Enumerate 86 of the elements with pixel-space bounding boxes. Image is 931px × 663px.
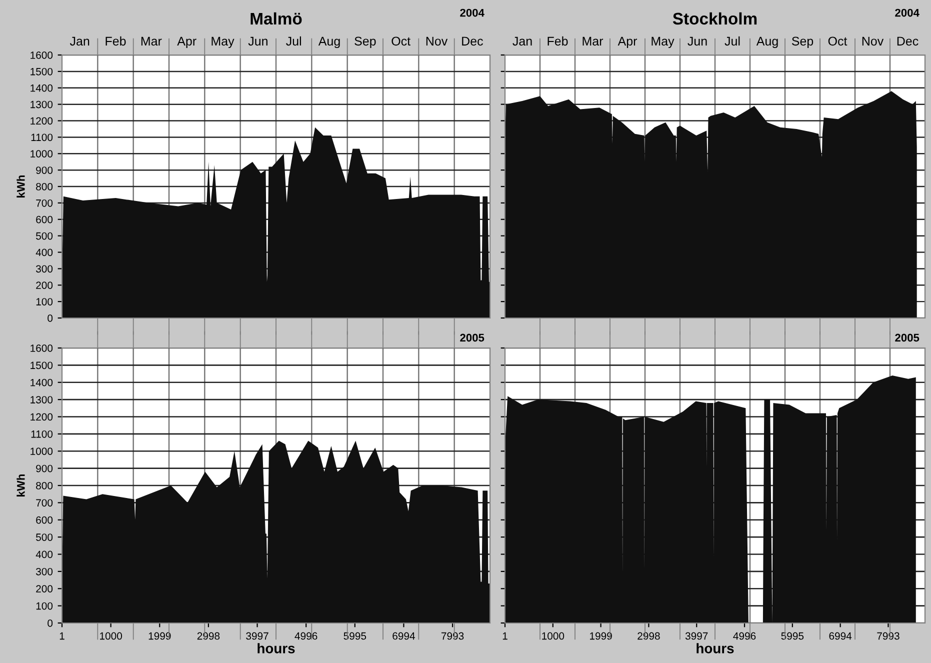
y-tick-label: 500 bbox=[36, 232, 53, 240]
chart-title: Malmö bbox=[250, 12, 302, 25]
x-tick-label: 5995 bbox=[781, 632, 804, 640]
chart-subtitle: 2005 bbox=[460, 334, 484, 342]
x-tick-label: 4996 bbox=[733, 632, 756, 640]
x-tick-label: 1999 bbox=[590, 632, 612, 640]
y-tick-label: 600 bbox=[36, 516, 53, 524]
y-tick-label: 200 bbox=[36, 282, 53, 289]
y-tick-label: 0 bbox=[48, 314, 53, 322]
chart-subtitle: 2005 bbox=[895, 334, 920, 342]
x-tick-label: 4996 bbox=[294, 632, 318, 640]
x-tick-label: 1 bbox=[502, 632, 508, 640]
text: Feb bbox=[106, 36, 126, 46]
text: Feb bbox=[548, 36, 568, 46]
y-tick-label: 1600 bbox=[30, 52, 53, 59]
text: Aug bbox=[318, 36, 340, 48]
y-tick-label: 200 bbox=[36, 585, 53, 592]
y-tick-label: 1400 bbox=[30, 84, 53, 92]
text: Jun bbox=[248, 36, 268, 46]
y-tick-label: 1300 bbox=[30, 396, 53, 404]
y-tick-label: 300 bbox=[36, 568, 53, 576]
y-tick-label: 1600 bbox=[30, 344, 53, 352]
y-tick-label: 1100 bbox=[31, 430, 53, 438]
y-tick-label: 800 bbox=[36, 183, 53, 190]
x-tick-label: 1000 bbox=[542, 632, 564, 640]
y-tick-label: 900 bbox=[36, 166, 53, 174]
text: Oct bbox=[392, 36, 410, 46]
y-tick-label: 700 bbox=[36, 499, 53, 507]
y-tick-label: 100 bbox=[36, 602, 53, 610]
y-tick-label: 1500 bbox=[30, 68, 53, 76]
y-tick-label: 600 bbox=[36, 216, 53, 224]
chart-subtitle: 2004 bbox=[895, 8, 920, 17]
text: Dec bbox=[462, 36, 483, 46]
text: Mar bbox=[582, 36, 604, 46]
y-tick-label: 1400 bbox=[30, 378, 53, 386]
text: Jul bbox=[724, 36, 740, 46]
text: Sep bbox=[354, 36, 376, 48]
text: Jul bbox=[286, 36, 301, 46]
x-tick-label: 3997 bbox=[685, 632, 708, 640]
chart-title: Stockholm bbox=[672, 12, 757, 25]
y-tick-label: 500 bbox=[36, 534, 53, 541]
x-axis-title: hours bbox=[696, 643, 734, 654]
x-tick-label: 1 bbox=[60, 632, 64, 640]
y-tick-label: 1500 bbox=[30, 362, 53, 370]
y-tick-label: 1100 bbox=[31, 134, 53, 142]
text: Aug bbox=[756, 36, 778, 48]
x-tick-label: 3997 bbox=[246, 632, 268, 640]
y-axis-title: kWh bbox=[16, 474, 25, 496]
text: Jan bbox=[70, 36, 90, 46]
x-tick-label: 7993 bbox=[441, 632, 464, 640]
x-tick-label: 1000 bbox=[100, 632, 122, 640]
text: May bbox=[652, 36, 674, 48]
x-tick-label: 2998 bbox=[638, 632, 660, 640]
x-tick-label: 7993 bbox=[877, 632, 900, 640]
chart-subtitle: 2004 bbox=[460, 8, 484, 17]
y-tick-label: 1300 bbox=[30, 100, 53, 108]
text: Nov bbox=[426, 36, 448, 46]
y-tick-label: 400 bbox=[36, 550, 53, 558]
x-tick-label: 5995 bbox=[344, 632, 366, 640]
text: Mar bbox=[141, 36, 162, 46]
y-tick-label: 0 bbox=[48, 620, 53, 627]
y-tick-label: 400 bbox=[36, 248, 53, 256]
text: Nov bbox=[862, 36, 884, 46]
text: Jun bbox=[688, 36, 707, 46]
text: Dec bbox=[897, 36, 918, 46]
text: Oct bbox=[828, 36, 848, 46]
y-tick-label: 300 bbox=[36, 265, 53, 273]
text: May bbox=[212, 36, 234, 48]
x-axis-title: hours bbox=[258, 643, 295, 654]
x-tick-label: 6994 bbox=[392, 632, 415, 640]
y-tick-label: 1200 bbox=[30, 413, 53, 421]
y-axis-title: kWh bbox=[16, 175, 25, 198]
y-tick-label: 1000 bbox=[30, 448, 53, 455]
x-tick-label: 2998 bbox=[197, 632, 220, 640]
text: Jan bbox=[512, 36, 532, 46]
text: Apr bbox=[618, 36, 638, 48]
y-tick-label: 800 bbox=[36, 482, 53, 490]
x-tick-label: 1999 bbox=[148, 632, 171, 640]
text: Sep bbox=[792, 36, 814, 48]
y-tick-label: 100 bbox=[36, 298, 53, 306]
y-tick-label: 1000 bbox=[30, 150, 53, 158]
x-tick-label: 6994 bbox=[829, 632, 852, 640]
text: Apr bbox=[177, 36, 196, 48]
y-tick-label: 700 bbox=[36, 199, 53, 207]
y-tick-label: 900 bbox=[36, 464, 53, 472]
y-tick-label: 1200 bbox=[30, 117, 53, 125]
